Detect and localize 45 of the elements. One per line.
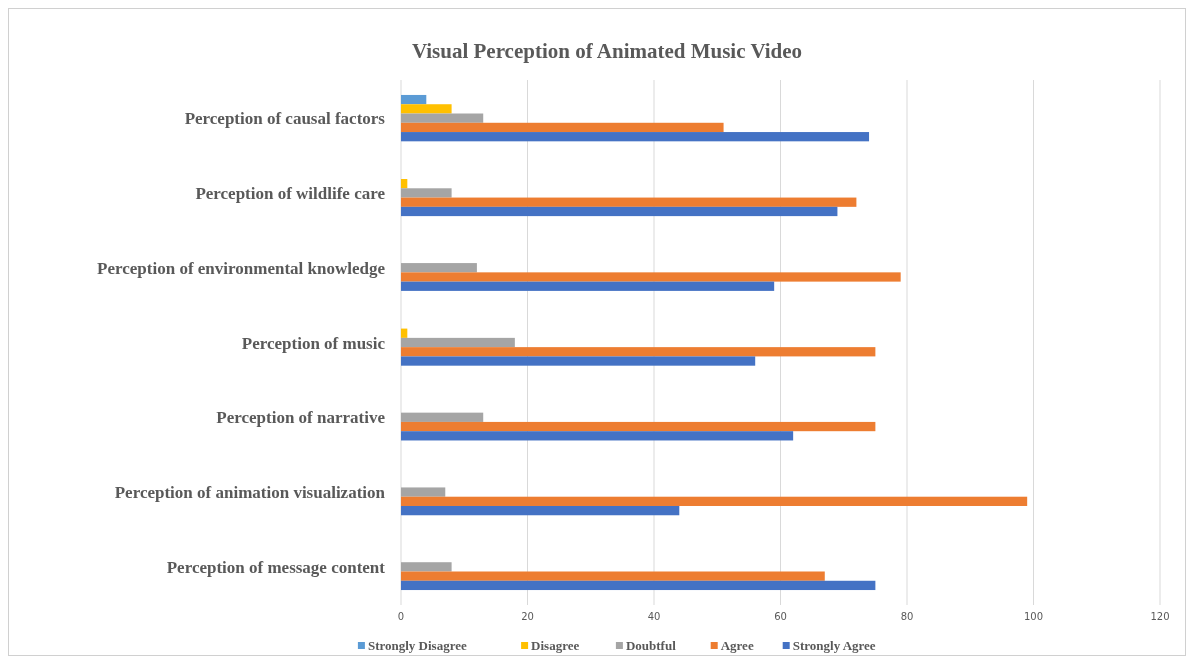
bar	[401, 113, 484, 123]
y-tick-label: Perception of wildlife care	[195, 183, 386, 203]
bar	[401, 122, 724, 133]
bar	[401, 188, 452, 198]
bar	[401, 421, 876, 432]
legend-label: Doubtful	[625, 638, 677, 653]
bar	[401, 412, 484, 422]
bar	[401, 94, 427, 105]
bar	[401, 505, 680, 516]
x-tick-label: 0	[397, 611, 405, 622]
bar	[401, 132, 870, 142]
bar	[401, 206, 838, 217]
x-tick-label: 20	[521, 611, 534, 622]
bar	[401, 337, 515, 348]
y-tick-label: Perception of music	[241, 333, 386, 353]
bar	[401, 431, 794, 441]
bar	[401, 487, 446, 497]
bar	[401, 328, 408, 338]
bar	[401, 580, 876, 591]
bar	[401, 179, 408, 189]
bar	[401, 272, 901, 282]
x-tick-label: 120	[1150, 611, 1170, 622]
x-tick-label: 40	[647, 611, 661, 622]
bar	[401, 571, 825, 581]
legend-label: Strongly Agree	[792, 638, 876, 653]
y-tick-label: Perception of message content	[166, 557, 386, 577]
x-tick-label: 80	[900, 611, 914, 622]
bar	[401, 562, 452, 572]
bar	[401, 197, 857, 207]
y-tick-label: Perception of animation visualization	[114, 483, 386, 503]
bar	[401, 104, 452, 114]
bar	[401, 356, 756, 366]
x-tick-label: 60	[774, 611, 787, 622]
chart-title: Visual Perception of Animated Music Video	[411, 39, 803, 63]
y-tick-label: Perception of narrative	[216, 408, 386, 428]
y-tick-label: Perception of environmental knowledge	[97, 258, 386, 278]
bar	[401, 263, 477, 273]
legend-label: Agree	[720, 638, 754, 653]
legend-label: Strongly Disagree	[367, 638, 467, 653]
bar	[401, 281, 775, 291]
bar	[401, 496, 1028, 506]
legend-label: Disagree	[531, 638, 580, 653]
bar	[401, 347, 876, 357]
x-tick-label: 100	[1023, 611, 1044, 622]
y-tick-label: Perception of causal factors	[184, 109, 386, 129]
